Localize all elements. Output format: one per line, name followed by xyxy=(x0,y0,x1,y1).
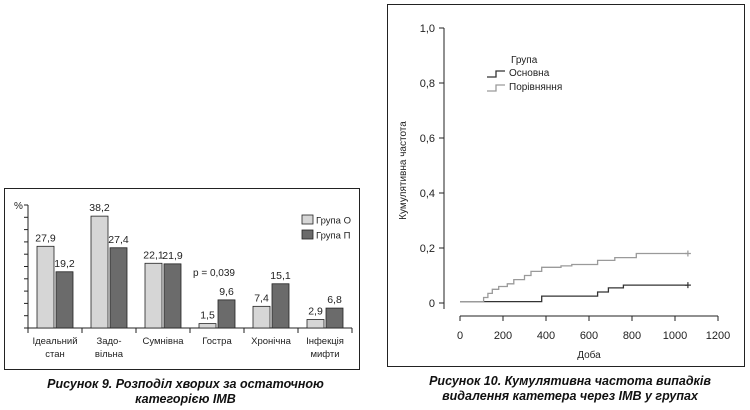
figure-9-caption: Рисунок 9. Розподіл хворих за остаточною… xyxy=(8,377,363,407)
x-category-label: мифти xyxy=(310,349,339,360)
bar-value-label: 22,1 xyxy=(143,249,164,261)
figure-10-caption-line-2: видалення катетера через ІМВ у групах xyxy=(442,389,698,403)
bar-group-o xyxy=(252,305,271,329)
bar-group-o xyxy=(90,215,109,329)
x-axis-label: Доба xyxy=(577,349,601,361)
x-tick-label: 600 xyxy=(580,330,598,342)
x-tick-label: 800 xyxy=(623,330,641,342)
figure-9-caption-line-1: Рисунок 9. Розподіл хворих за остаточною xyxy=(47,377,324,391)
y-tick-label: 1,0 xyxy=(420,23,435,35)
bar-value-label: 1,5 xyxy=(200,310,215,322)
bar-group-p xyxy=(55,271,74,329)
legend-label: Група О xyxy=(316,216,351,227)
series-line-osnovna xyxy=(460,284,688,303)
legend-swatch xyxy=(301,214,314,225)
x-category-label: Сумнівна xyxy=(143,336,185,347)
figure-10-frame xyxy=(387,4,745,367)
p-value-annotation: p = 0,039 xyxy=(193,268,235,279)
x-category-label: Ідеальний xyxy=(32,336,77,347)
x-category-label: вільна xyxy=(95,349,124,360)
legend-label: Основна xyxy=(509,68,550,79)
bar-group-o xyxy=(198,323,217,329)
figure-9-bar-chart: % 27,9 19,2 Ідеальний стан 38,2 27,4 Задо-вільн… xyxy=(4,188,360,370)
figure-10-cumulative-chart: 0 0,2 0,4 0,6 0,8 1,0 0 200 400 600 800 1000 1200 Доб… xyxy=(387,4,745,367)
x-category-label: Гостра xyxy=(202,336,232,347)
bar-value-label: 27,9 xyxy=(35,232,56,244)
x-category-label: Хронічна xyxy=(251,336,291,347)
bar-value-label: 21,9 xyxy=(162,250,183,262)
y-tick-label: 0,8 xyxy=(420,78,435,90)
y-tick-label: 0 xyxy=(429,298,435,310)
bar-group-p xyxy=(217,299,236,329)
x-tick-label: 200 xyxy=(494,330,512,342)
bar-value-label: 2,9 xyxy=(308,306,323,318)
y-tick-label: 0,6 xyxy=(420,133,435,145)
legend-swatch xyxy=(301,229,314,240)
bar-group-p xyxy=(325,307,344,329)
y-axis-label: % xyxy=(14,201,23,212)
y-tick-label: 0,2 xyxy=(420,243,435,255)
x-tick-label: 0 xyxy=(457,330,463,342)
legend-label: Група П xyxy=(316,231,351,242)
censor-mark xyxy=(684,250,691,257)
bar-group-o xyxy=(144,262,163,329)
x-tick-label: 1200 xyxy=(706,330,730,342)
figure-9-frame xyxy=(4,188,360,370)
bar-value-label: 7,4 xyxy=(254,292,269,304)
bar-group-o xyxy=(36,245,55,329)
x-category-label: стан xyxy=(45,349,65,360)
bar-group-p xyxy=(271,283,290,329)
censor-mark xyxy=(684,282,691,289)
bar-value-label: 6,8 xyxy=(327,294,342,306)
bar-group-p xyxy=(163,263,182,329)
figure-10-caption: Рисунок 10. Кумулятивна частота випадків… xyxy=(395,374,745,404)
x-tick-label: 1000 xyxy=(663,330,687,342)
legend-title: Група xyxy=(511,55,538,66)
figure-10-caption-line-1: Рисунок 10. Кумулятивна частота випадків xyxy=(429,374,711,388)
bar-value-label: 27,4 xyxy=(108,234,129,246)
bar-value-label: 15,1 xyxy=(270,270,291,282)
bar-group-p xyxy=(109,247,128,329)
x-tick-label: 400 xyxy=(537,330,555,342)
bar-value-label: 38,2 xyxy=(89,202,110,214)
bar-value-label: 19,2 xyxy=(54,258,75,270)
y-tick-label: 0,4 xyxy=(420,188,435,200)
x-category-label: Задо- xyxy=(96,336,121,347)
bar-group-o xyxy=(306,319,325,329)
legend-line-icon xyxy=(487,84,505,92)
y-axis-label: Кумулятивна частота xyxy=(398,121,409,220)
legend-line-icon xyxy=(487,70,505,78)
legend-label: Порівняння xyxy=(509,82,562,93)
series-line-porivniannia xyxy=(460,252,688,303)
figure-9-caption-line-2: категорією ІМВ xyxy=(135,392,236,406)
bar-value-label: 9,6 xyxy=(219,286,234,298)
x-category-label: Інфекція xyxy=(306,336,344,347)
